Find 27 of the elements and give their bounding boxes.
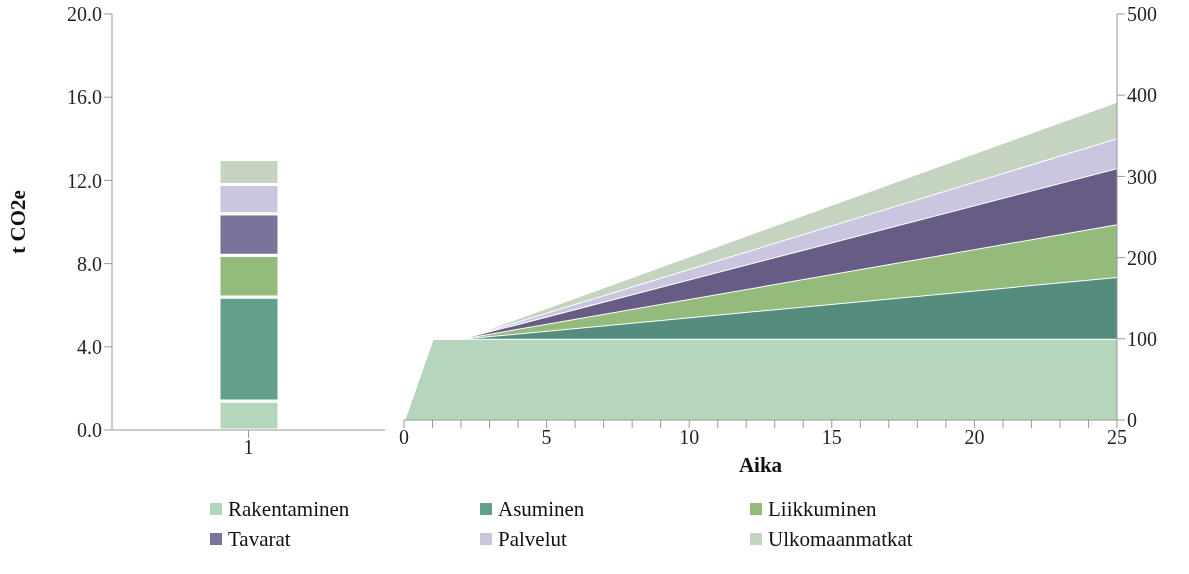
y2-tick-label: 500 (1127, 3, 1157, 26)
x-tick-label: 25 (1107, 426, 1127, 449)
x-tick-label: 5 (541, 426, 552, 449)
y-tick-label: 16.0 (67, 86, 102, 109)
legend-label: Asuminen (498, 496, 585, 523)
legend-label: Palvelut (498, 526, 567, 553)
y-tick-label: 4.0 (77, 335, 102, 358)
y-tick-label: 12.0 (67, 169, 102, 192)
y2-tick-label: 0 (1127, 409, 1137, 432)
legend-label: Tavarat (228, 526, 291, 553)
x-tick-label: 1 (243, 436, 254, 459)
x-tick-label: 20 (964, 426, 985, 449)
y2-tick-label: 300 (1127, 165, 1157, 188)
x-axis-title: Aika (738, 453, 783, 477)
legend-label: Rakentaminen (228, 496, 350, 523)
y2-tick-label: 100 (1127, 327, 1157, 350)
legend-label: Liikkuminen (768, 496, 877, 523)
y-tick-label: 0.0 (77, 419, 102, 442)
legend-label: Ulkomaanmatkat (768, 526, 913, 553)
y-tick-label: 8.0 (77, 252, 102, 275)
x-tick-label: 10 (679, 426, 700, 449)
x-tick-label: 0 (399, 426, 409, 449)
x-tick-label: 15 (821, 426, 842, 449)
y2-tick-label: 400 (1127, 84, 1157, 107)
y-tick-label: 20.0 (67, 3, 102, 26)
y-axis-title: t CO2e (6, 190, 31, 254)
y2-tick-label: 200 (1127, 246, 1157, 269)
